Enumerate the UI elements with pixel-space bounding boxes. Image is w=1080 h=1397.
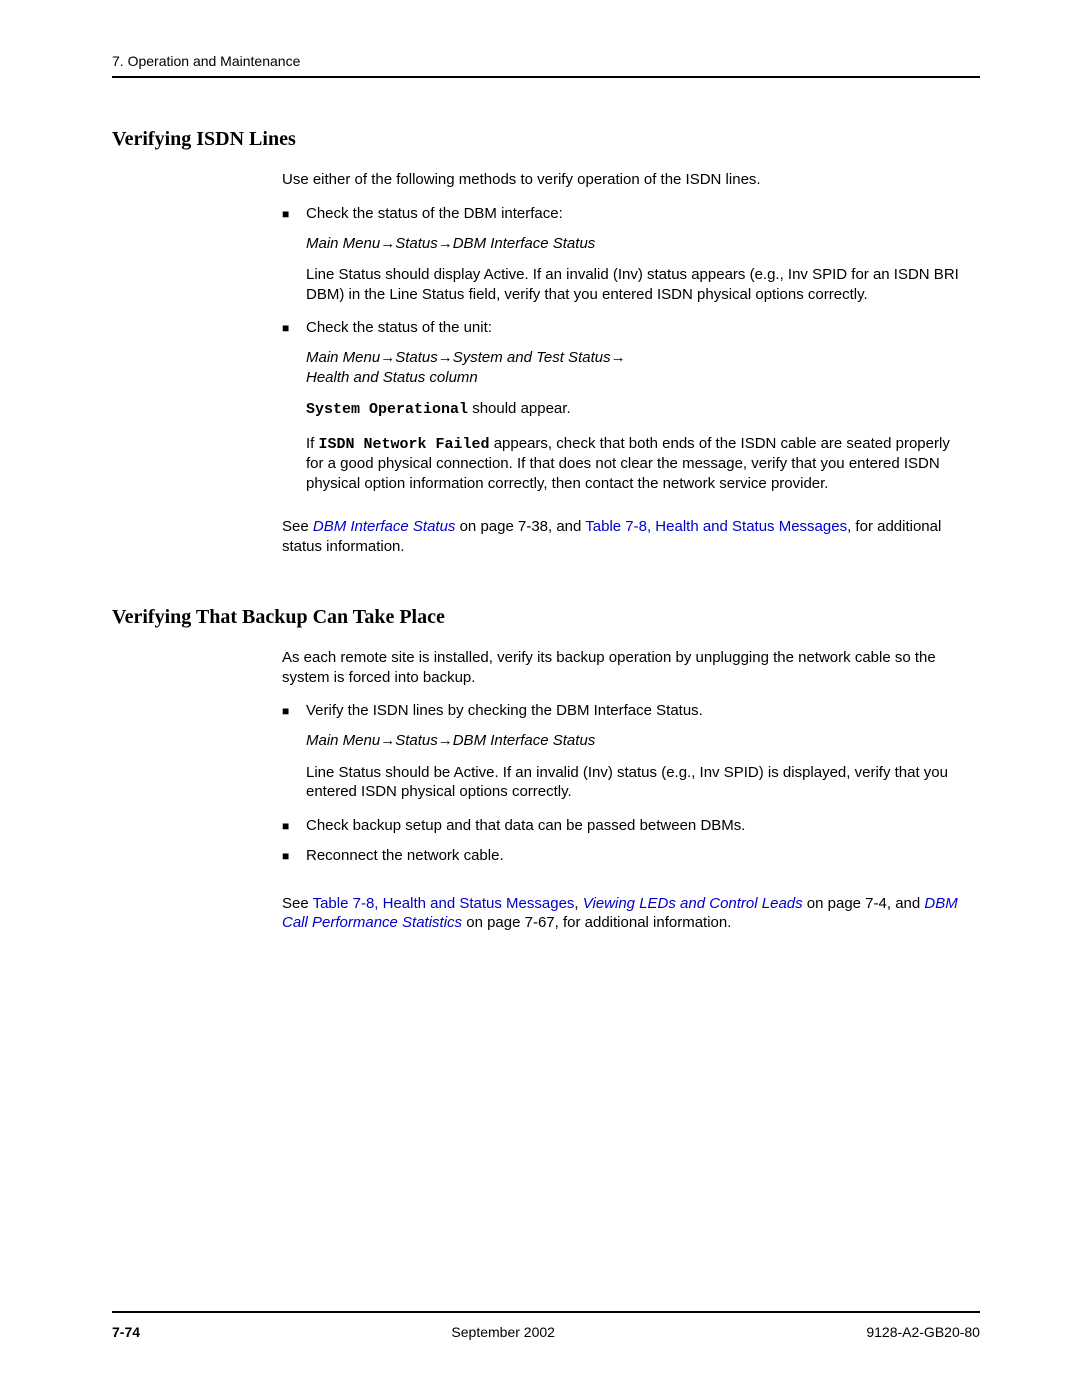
section1-intro: Use either of the following methods to v… xyxy=(282,170,970,190)
footer-date: September 2002 xyxy=(451,1323,555,1341)
text: If xyxy=(306,435,319,452)
bullet-marker-icon: ■ xyxy=(282,816,306,836)
section2-see: See Table 7-8, Health and Status Message… xyxy=(282,894,970,933)
link-table-7-8[interactable]: Table 7-8, Health and Status Messages xyxy=(313,895,575,912)
bullet-lead: Check the status of the unit: xyxy=(306,318,970,338)
text: See xyxy=(282,518,313,535)
bullet-item: ■ Check the status of the unit: xyxy=(282,318,970,338)
bullet-lead: Check backup setup and that data can be … xyxy=(306,816,970,836)
text: should appear. xyxy=(468,400,571,417)
header-rule xyxy=(112,76,980,78)
section1-body: Use either of the following methods to v… xyxy=(282,170,970,556)
bullet-item: ■ Reconnect the network cable. xyxy=(282,846,970,866)
menu-path: Main Menu→Status→DBM Interface Status xyxy=(306,234,970,254)
system-operational-line: System Operational should appear. xyxy=(306,399,970,420)
bullet-lead: Check the status of the DBM interface: xyxy=(306,204,970,224)
menu-path-line2: Health and Status column xyxy=(306,368,970,388)
section2-body: As each remote site is installed, verify… xyxy=(282,648,970,933)
bullet-content: Check the status of the DBM interface: xyxy=(306,204,970,224)
bullet-marker-icon: ■ xyxy=(282,846,306,866)
section-title-verifying-isdn: Verifying ISDN Lines xyxy=(112,126,980,152)
bullet-item: ■ Check the status of the DBM interface: xyxy=(282,204,970,224)
bullet-item: ■ Check backup setup and that data can b… xyxy=(282,816,970,836)
bullet2-sub: Main Menu→Status→System and Test Status→… xyxy=(306,348,970,493)
bullet1-sub: Main Menu→Status→DBM Interface Status Li… xyxy=(306,234,970,305)
bullet1-para: Line Status should display Active. If an… xyxy=(306,265,970,304)
link-table-7-8[interactable]: Table 7-8, Health and Status Messages xyxy=(585,518,847,535)
bullet-content: Verify the ISDN lines by checking the DB… xyxy=(306,701,970,721)
s2-bullet1-sub: Main Menu→Status→DBM Interface Status Li… xyxy=(306,731,970,802)
footer-row: 7-74 September 2002 9128-A2-GB20-80 xyxy=(112,1323,980,1341)
bullet-lead: Reconnect the network cable. xyxy=(306,846,970,866)
section2-intro: As each remote site is installed, verify… xyxy=(282,648,970,687)
page-footer: 7-74 September 2002 9128-A2-GB20-80 xyxy=(112,1311,980,1341)
link-viewing-leds[interactable]: Viewing LEDs and Control Leads xyxy=(583,895,803,912)
bullet-content: Reconnect the network cable. xyxy=(306,846,970,866)
header-chapter: 7. Operation and Maintenance xyxy=(112,52,980,70)
bullet-content: Check the status of the unit: xyxy=(306,318,970,338)
bullet-item: ■ Verify the ISDN lines by checking the … xyxy=(282,701,970,721)
code-system-operational: System Operational xyxy=(306,401,468,418)
footer-page-number: 7-74 xyxy=(112,1323,140,1341)
s2-bullet1-para: Line Status should be Active. If an inva… xyxy=(306,763,970,802)
text: on page 7-67, for additional information… xyxy=(462,914,731,931)
text: , xyxy=(574,895,582,912)
menu-path-line1: Main Menu→Status→System and Test Status→ xyxy=(306,348,970,368)
code-isdn-network-failed: ISDN Network Failed xyxy=(319,436,490,453)
footer-rule xyxy=(112,1311,980,1313)
text: See xyxy=(282,895,313,912)
link-dbm-interface-status[interactable]: DBM Interface Status xyxy=(313,518,456,535)
bullet-marker-icon: ■ xyxy=(282,204,306,224)
text: on page 7-4, and xyxy=(803,895,925,912)
menu-path: Main Menu→Status→DBM Interface Status xyxy=(306,731,970,751)
bullet-lead: Verify the ISDN lines by checking the DB… xyxy=(306,701,970,721)
bullet-marker-icon: ■ xyxy=(282,701,306,721)
text: on page 7-38, and xyxy=(455,518,585,535)
bullet-marker-icon: ■ xyxy=(282,318,306,338)
page: 7. Operation and Maintenance Verifying I… xyxy=(0,0,1080,1397)
isdn-failed-para: If ISDN Network Failed appears, check th… xyxy=(306,434,970,494)
section-title-verifying-backup: Verifying That Backup Can Take Place xyxy=(112,604,980,630)
footer-doc-id: 9128-A2-GB20-80 xyxy=(866,1323,980,1341)
bullet-content: Check backup setup and that data can be … xyxy=(306,816,970,836)
section1-see: See DBM Interface Status on page 7-38, a… xyxy=(282,517,970,556)
